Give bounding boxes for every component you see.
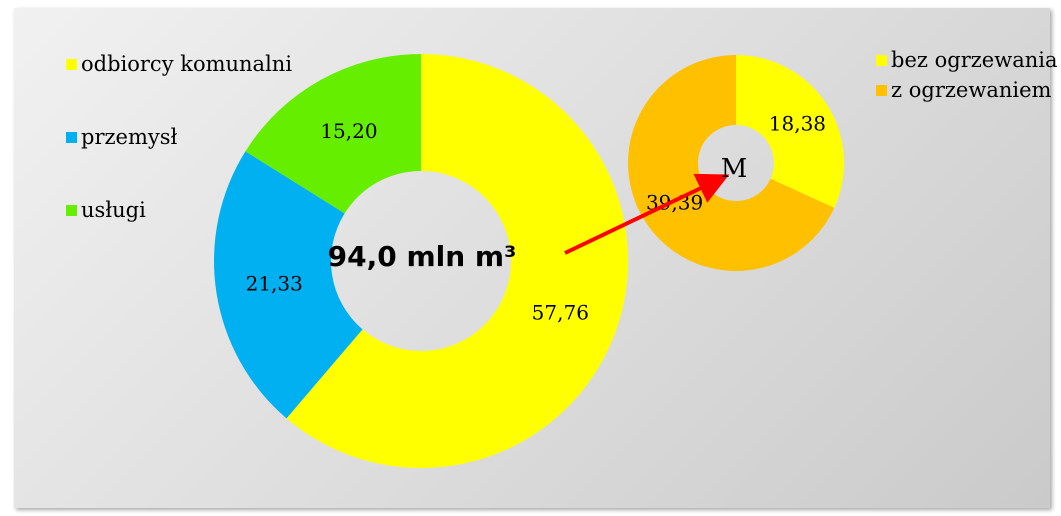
legend-swatch bbox=[876, 54, 887, 66]
main-donut: 57,76 21,33 15,20 bbox=[214, 54, 629, 468]
slice-label-przemysl: 21,33 bbox=[246, 272, 303, 296]
legend-label: przemysł bbox=[81, 125, 178, 149]
legend-label: bez ogrzewania bbox=[891, 48, 1058, 72]
legend-item-odbiorcy-komunalni: odbiorcy komunalni bbox=[66, 50, 292, 78]
slice-z-ogrzewaniem bbox=[627, 55, 835, 271]
legend-swatch bbox=[876, 84, 887, 96]
legend-swatch bbox=[66, 131, 77, 143]
main-center-label: 94,0 mln m³ bbox=[328, 240, 517, 273]
slice-label-bez-ogrzewania: 18,38 bbox=[769, 112, 826, 136]
legend-item-przemysl: przemysł bbox=[66, 123, 292, 151]
legend-swatch bbox=[66, 58, 77, 70]
sub-donut: 18,3839,39 bbox=[627, 55, 844, 271]
legend-swatch bbox=[66, 204, 77, 216]
legend-item-bez-ogrzewania: bez ogrzewania bbox=[876, 46, 1057, 74]
slice-odbiorcy-komunalni bbox=[286, 54, 629, 468]
legend-main: odbiorcy komunalni przemysł usługi bbox=[66, 50, 292, 269]
sub-center-label: M bbox=[721, 154, 748, 184]
chart-area: 57,76 21,33 15,20 18,3839,39 94,0 mln m³ M… bbox=[14, 8, 1057, 508]
legend-label: z ogrzewaniem bbox=[891, 78, 1052, 102]
slice-label-uslugi: 15,20 bbox=[320, 119, 377, 143]
slice-uslugi bbox=[245, 54, 421, 214]
slice-label-odbiorcy-komunalni: 57,76 bbox=[532, 300, 589, 324]
legend-label: odbiorcy komunalni bbox=[81, 52, 293, 76]
link-arrow bbox=[564, 173, 730, 255]
legend-sub: bez ogrzewania z ogrzewaniem bbox=[876, 46, 1057, 106]
legend-item-uslugi: usługi bbox=[66, 196, 292, 224]
chart-svg: 57,76 21,33 15,20 18,3839,39 94,0 mln m³ M bbox=[214, 54, 844, 468]
slice-przemysl bbox=[214, 151, 363, 419]
legend-label: usługi bbox=[81, 198, 146, 222]
legend-item-z-ogrzewaniem: z ogrzewaniem bbox=[876, 76, 1057, 104]
slice-bez-ogrzewania bbox=[736, 55, 844, 208]
